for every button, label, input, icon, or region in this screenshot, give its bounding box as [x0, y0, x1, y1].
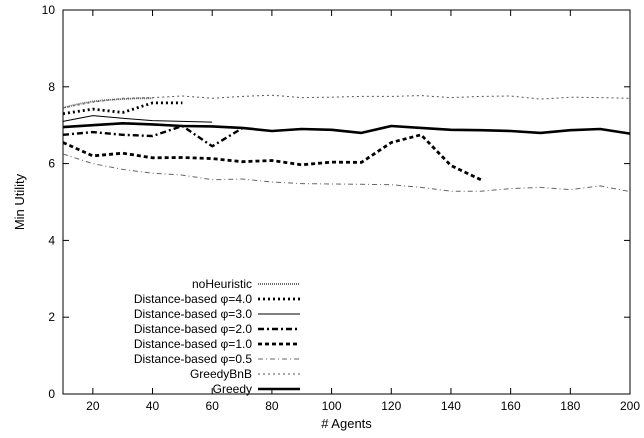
legend-label: Distance-based φ=4.0: [134, 292, 253, 306]
x-tick-label: 40: [146, 399, 160, 413]
x-tick-label: 120: [381, 399, 401, 413]
series-line-greedybnb: [62, 94, 631, 109]
series-line-noheuristic: [62, 97, 153, 109]
legend-label: Distance-based φ=1.0: [134, 337, 253, 351]
legend-label: GreedyBnB: [190, 367, 252, 381]
x-axis-label: # Agents: [321, 416, 372, 431]
x-tick-label: 20: [86, 399, 100, 413]
plot-area: 20 40 60 80 100 120 140 160 180 200 0 2 4 6 8 10: [42, 3, 641, 413]
x-tick-label: 80: [265, 399, 279, 413]
legend-label: Greedy: [213, 382, 252, 396]
series-line-distance-based-3-0: [62, 115, 213, 123]
x-tick-label: 160: [501, 399, 521, 413]
x-tick-label: 140: [441, 399, 461, 413]
y-tick-label: 8: [48, 80, 55, 94]
y-tick-label: 6: [48, 157, 55, 171]
series-line-distance-based-4-0: [62, 101, 183, 116]
y-tick-label: 10: [42, 3, 56, 17]
series-line-distance-based-1-0: [62, 133, 482, 181]
x-tick-label: 200: [620, 399, 640, 413]
x-tick-label: 180: [560, 399, 580, 413]
y-tick-label: 2: [48, 310, 55, 324]
series-line-distance-based-2-0: [62, 124, 243, 148]
series-line-greedy: [62, 122, 631, 135]
legend-label: Distance-based φ=2.0: [134, 322, 253, 336]
legend-label: Distance-based φ=3.0: [134, 307, 253, 321]
y-axis-label: Min Utility: [12, 173, 27, 230]
y-tick-label: 4: [48, 233, 55, 247]
series-line-distance-based-0-5: [62, 153, 631, 193]
x-tick-label: 60: [206, 399, 220, 413]
x-tick-label: 100: [322, 399, 342, 413]
plot-frame: [62, 9, 631, 395]
y-tick-label: 0: [48, 387, 55, 401]
legend-label: Distance-based φ=0.5: [134, 352, 253, 366]
legend-label: noHeuristic: [192, 277, 252, 291]
